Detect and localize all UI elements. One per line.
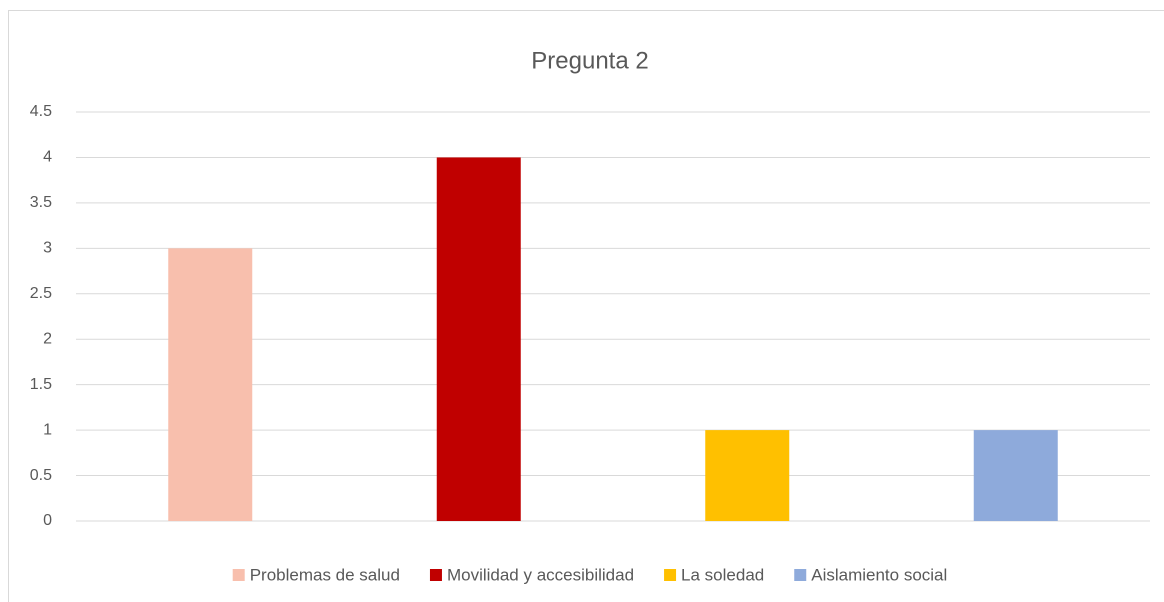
y-tick-label: 4: [43, 149, 52, 166]
y-tick-label: 3.5: [30, 194, 52, 211]
chart-title: Pregunta 2: [531, 47, 648, 74]
legend-swatch: [232, 569, 245, 581]
bar: [705, 430, 790, 521]
y-tick-label: 4.5: [30, 103, 52, 120]
y-tick-label: 0: [43, 512, 52, 529]
legend-label: Aislamiento social: [811, 565, 947, 584]
legend: Problemas de salud Movilidad y accesibili…: [232, 565, 947, 584]
legend-label: La soledad: [681, 565, 764, 584]
legend-swatch: [664, 569, 677, 581]
legend-swatch: [429, 569, 442, 581]
y-tick-label: 1.5: [30, 376, 52, 393]
y-tick-label: 3: [43, 240, 52, 257]
y-tick-label: 0.5: [30, 467, 52, 484]
y-tick-label: 2: [43, 330, 52, 347]
bar: [436, 157, 521, 521]
y-tick-label: 1: [43, 421, 52, 438]
bar: [168, 248, 253, 522]
legend-label: Problemas de salud: [250, 565, 400, 584]
bar: [973, 430, 1058, 521]
legend-label: Movilidad y accesibilidad: [447, 565, 634, 584]
legend-swatch: [794, 569, 807, 581]
y-tick-label: 2.5: [30, 285, 52, 302]
